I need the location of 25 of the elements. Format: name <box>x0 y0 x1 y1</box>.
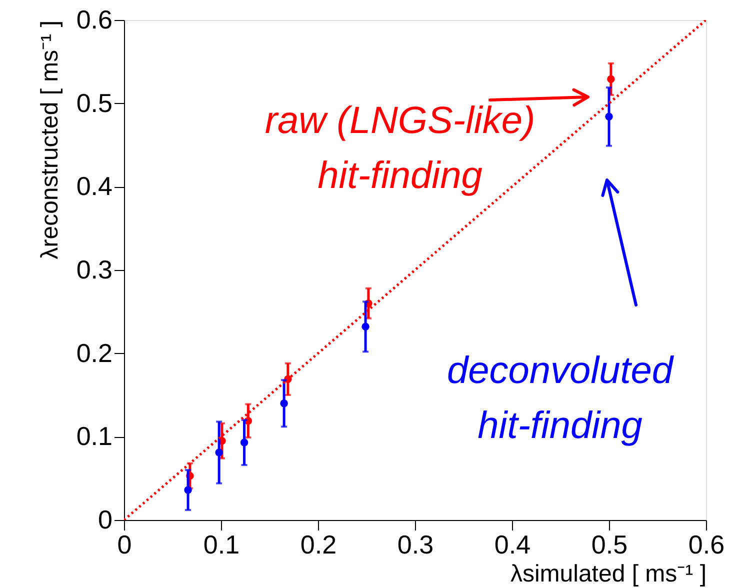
point <box>215 448 223 456</box>
text: deconvoluted hit-finding <box>446 350 675 447</box>
x-tick-label: 0.4 <box>494 530 531 560</box>
y-tick-label: 0.3 <box>76 254 112 284</box>
x-tick-label: 0 <box>117 530 132 560</box>
x-tick-label: 0.5 <box>591 530 628 560</box>
y-tick-label: 0.6 <box>76 4 112 34</box>
y-axis-title: λreconstructed [ ms⁻¹ ] <box>36 20 64 260</box>
x-axis-title: λsimulated [ ms⁻¹ ] <box>510 560 706 588</box>
point <box>184 486 192 494</box>
point <box>280 399 288 408</box>
x-tick-label: 0.3 <box>397 530 434 560</box>
y-tick-label: 0.4 <box>76 171 112 202</box>
x-tick-label: 0.6 <box>688 530 725 560</box>
x-tick-label: 0.1 <box>203 530 240 560</box>
x-tick-label: 0.2 <box>300 530 337 560</box>
point <box>607 75 615 84</box>
legend-label: raw (LNGS-like) hit-finding <box>264 100 536 197</box>
y-tick-label: 0.2 <box>76 338 112 368</box>
point <box>240 438 248 446</box>
y-tick-label: 0.1 <box>76 421 112 452</box>
point <box>605 112 613 121</box>
point <box>362 322 370 331</box>
y-tick-label: 0.5 <box>76 88 112 118</box>
y-tick-label: 0 <box>98 504 112 534</box>
